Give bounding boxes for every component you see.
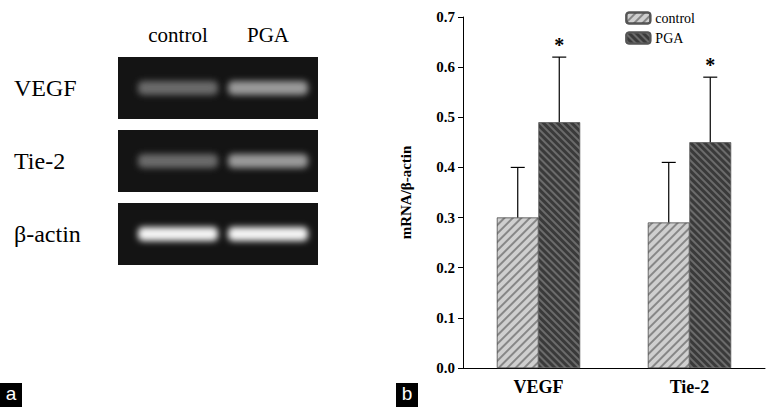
svg-text:0.4: 0.4 bbox=[436, 159, 455, 175]
svg-text:mRNA/β-actin: mRNA/β-actin bbox=[398, 145, 414, 239]
svg-text:0.0: 0.0 bbox=[436, 360, 455, 376]
html-text:b: b bbox=[401, 383, 413, 404]
svg-text:0.5: 0.5 bbox=[436, 109, 455, 125]
svg-text:VEGF: VEGF bbox=[513, 377, 563, 397]
svg-text:VEGF: VEGF bbox=[14, 75, 77, 101]
svg-text:control: control bbox=[148, 23, 208, 47]
svg-text:*: * bbox=[554, 34, 564, 56]
svg-text:0.2: 0.2 bbox=[436, 260, 455, 276]
svg-text:*: * bbox=[705, 54, 715, 76]
svg-text:Tie-2: Tie-2 bbox=[14, 148, 65, 174]
svg-text:β-actin: β-actin bbox=[14, 221, 81, 247]
svg-text:0.1: 0.1 bbox=[436, 310, 455, 326]
svg-text:PGA: PGA bbox=[247, 23, 290, 47]
svg-text:0.6: 0.6 bbox=[436, 59, 455, 75]
svg-text:0.7: 0.7 bbox=[436, 9, 455, 25]
svg-text:0.3: 0.3 bbox=[436, 210, 455, 226]
svg-text:PGA: PGA bbox=[655, 31, 684, 46]
svg-text:Tie-2: Tie-2 bbox=[670, 377, 710, 397]
svg-text:control: control bbox=[655, 11, 695, 26]
html-text:a: a bbox=[5, 383, 17, 404]
